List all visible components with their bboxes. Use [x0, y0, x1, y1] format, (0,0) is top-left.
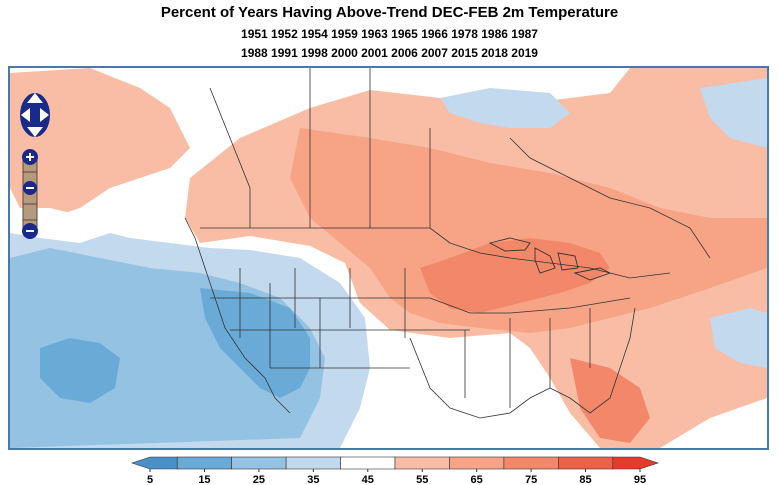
colorbar-tick-label: 95	[634, 474, 646, 485]
colorbar-labels: 5 15 25 35 45 55 65 75 85 95	[147, 474, 646, 485]
colorbar-segments	[131, 456, 659, 472]
cold-strong-region	[200, 288, 310, 398]
warm-light-region-northwest	[10, 68, 190, 218]
great-lakes	[488, 237, 612, 281]
warm-mid-region	[290, 128, 767, 333]
colorbar-tick-label: 45	[362, 474, 374, 485]
cold-patch-arctic	[440, 88, 570, 128]
colorbar-tick-label: 25	[253, 474, 265, 485]
colorbar-tick-label: 75	[525, 474, 537, 485]
colorbar-segment	[131, 456, 178, 470]
chart-title: Percent of Years Having Above-Trend DEC-…	[160, 4, 619, 21]
map-panel[interactable]	[8, 66, 769, 450]
colorbar-tick-label: 5	[147, 474, 153, 485]
temperature-map[interactable]	[10, 68, 767, 448]
years-line-2: 1988 1991 1998 2000 2001 2006 2007 2015 …	[241, 46, 538, 60]
colorbar-segment	[340, 456, 396, 470]
zoom-out-icon[interactable]	[22, 223, 38, 239]
cold-patch-atlantic	[710, 308, 767, 368]
colorbar-segment	[612, 456, 659, 470]
neutral-patch-south	[370, 338, 550, 448]
pan-arrows-icon[interactable]	[18, 90, 52, 140]
zoom-slider[interactable]	[18, 148, 42, 240]
zoom-handle[interactable]	[23, 181, 37, 195]
colorbar-tick-label: 35	[307, 474, 319, 485]
colorbar: 5 15 25 35 45 55 65 75 85 95	[131, 456, 659, 485]
colorbar-tick-label: 65	[471, 474, 483, 485]
colorbar-tick-label: 15	[198, 474, 210, 485]
years-line-1: 1951 1952 1954 1959 1963 1965 1966 1978 …	[241, 27, 538, 41]
zoom-in-icon[interactable]	[22, 149, 38, 165]
colorbar-segment	[503, 456, 559, 470]
colorbar-segment	[231, 456, 287, 470]
colorbar-segment	[176, 456, 232, 470]
colorbar-segment	[285, 456, 341, 470]
warm-core-region	[420, 238, 610, 313]
colorbar-segment	[449, 456, 505, 470]
colorbar-segment	[558, 456, 614, 470]
colorbar-segment	[394, 456, 450, 470]
cold-strong-region-2	[40, 338, 120, 403]
boundary-lines	[184, 68, 711, 419]
colorbar-tick-label: 85	[579, 474, 591, 485]
colorbar-tick-label: 55	[416, 474, 428, 485]
cold-patch-arctic-2	[700, 78, 767, 148]
warm-core-region-2	[570, 358, 650, 443]
